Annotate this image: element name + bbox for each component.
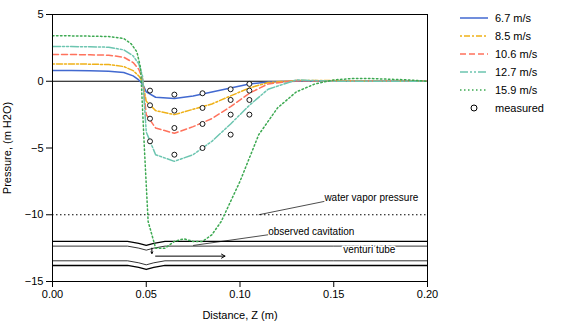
svg-text:Pressure, (m H2O): Pressure, (m H2O) bbox=[1, 102, 13, 194]
html-text:8.5 m/s: 8.5 m/s bbox=[495, 30, 532, 42]
svg-text:0.05: 0.05 bbox=[136, 288, 157, 300]
svg-text:5: 5 bbox=[37, 8, 43, 20]
svg-text:0.15: 0.15 bbox=[323, 288, 344, 300]
svg-text:0.00: 0.00 bbox=[42, 288, 63, 300]
svg-text:water vapor pressure: water vapor pressure bbox=[323, 192, 418, 203]
svg-text:0.10: 0.10 bbox=[229, 288, 250, 300]
html-text:10.6 m/s: 10.6 m/s bbox=[495, 48, 538, 60]
svg-text:−10: −10 bbox=[25, 208, 44, 220]
svg-text:−5: −5 bbox=[31, 142, 44, 154]
html-text:measured: measured bbox=[495, 102, 544, 114]
html-text:6.7 m/s: 6.7 m/s bbox=[495, 12, 532, 24]
svg-text:0: 0 bbox=[37, 75, 43, 87]
svg-text:venturi tube: venturi tube bbox=[343, 244, 396, 255]
svg-text:−15: −15 bbox=[25, 275, 44, 287]
svg-text:0.20: 0.20 bbox=[417, 288, 438, 300]
html-text:15.9 m/s: 15.9 m/s bbox=[495, 84, 538, 96]
html-text:12.7 m/s: 12.7 m/s bbox=[495, 66, 538, 78]
svg-text:observed cavitation: observed cavitation bbox=[268, 226, 354, 237]
svg-text:Distance, Z (m): Distance, Z (m) bbox=[202, 309, 277, 321]
